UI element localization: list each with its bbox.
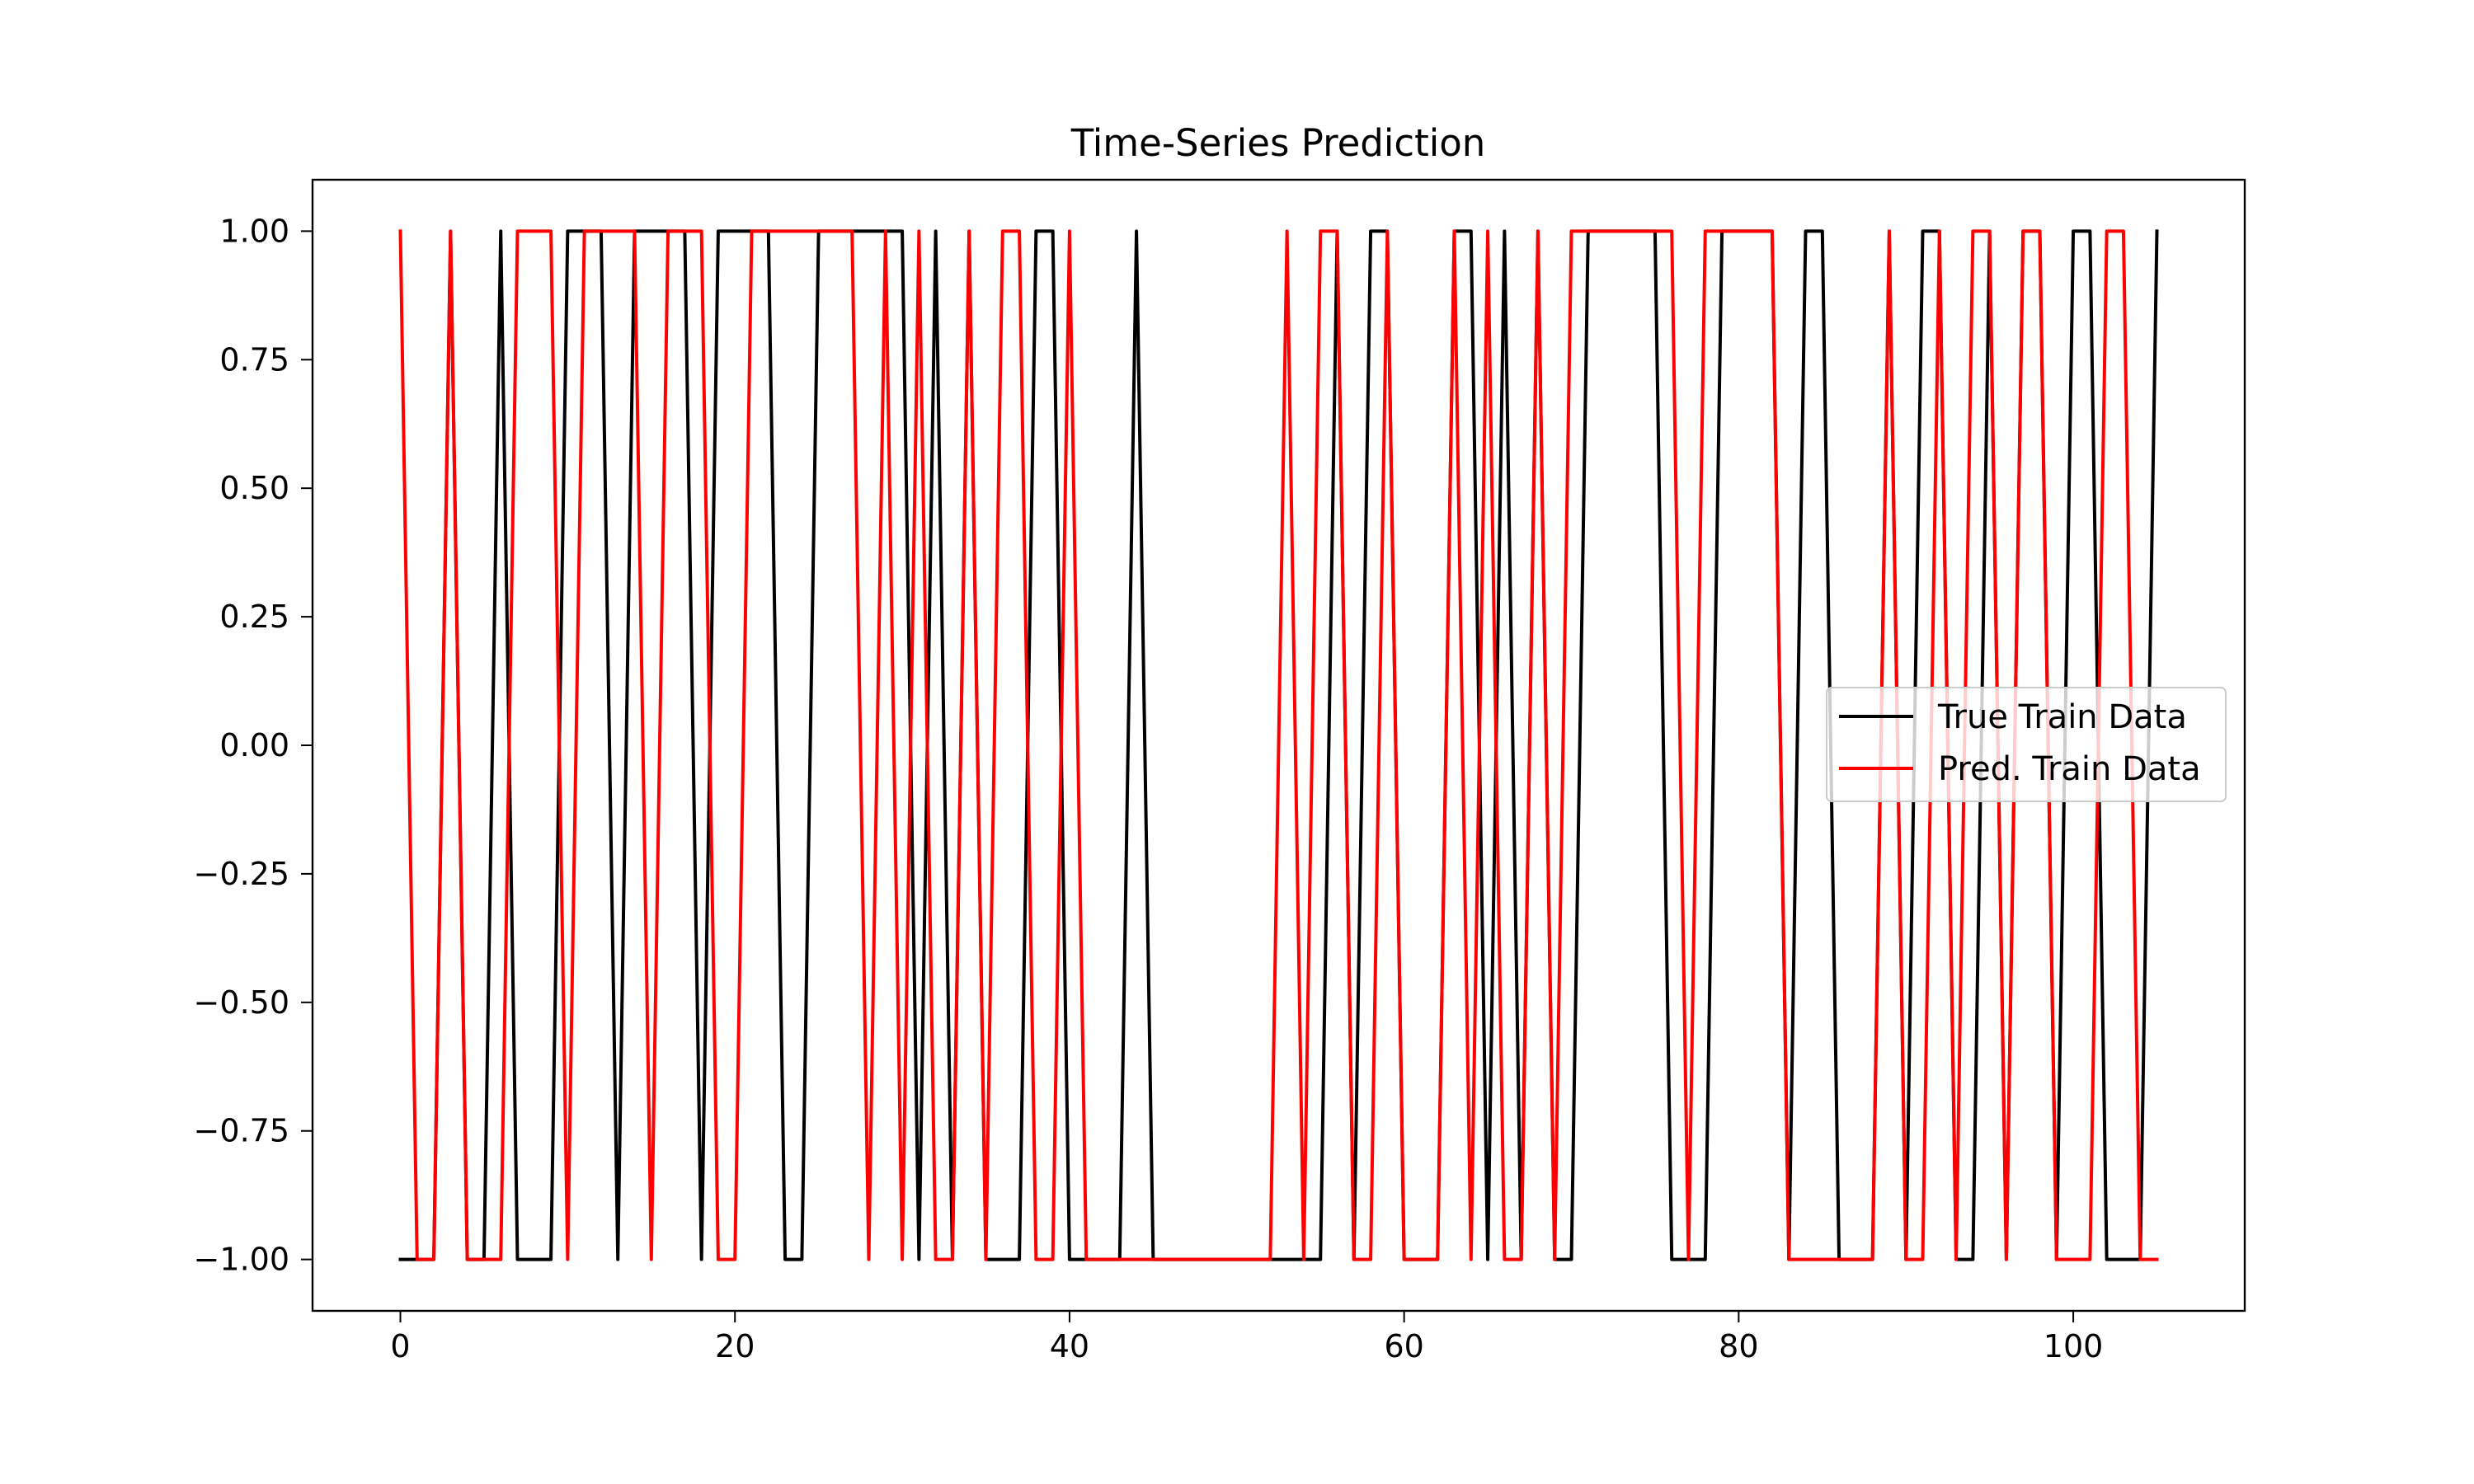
y-tick-label: 0.50 (219, 470, 289, 506)
series-line-pred-train-data (398, 229, 2159, 1261)
y-tick-label: −1.00 (194, 1242, 289, 1278)
y-axis: 1.00 0.75 0.50 0.25 0.00 −0.25 −0.50 −0.75 −1.00 (194, 213, 313, 1278)
series-lines (398, 229, 2159, 1261)
y-tick-label: −0.50 (194, 984, 289, 1021)
plot-area: 0 20 40 60 80 100 1.00 0.75 0.50 0.25 0.00 −0.25 −0… (194, 178, 2246, 1364)
y-tick-label: 0.75 (219, 341, 289, 378)
x-tick-label: 100 (2044, 1328, 2104, 1364)
y-tick-label: 1.00 (219, 213, 289, 249)
x-tick-label: 80 (1719, 1328, 1758, 1364)
legend-label-pred-train-data: Pred. Train Data (1938, 750, 2201, 788)
legend: True Train Data Pred. Train Data (1826, 687, 2227, 802)
y-tick-label: −0.25 (194, 856, 289, 892)
legend-label-true-train-data: True Train Data (1937, 698, 2187, 736)
y-tick-label: 0.25 (219, 599, 289, 635)
x-axis: 0 20 40 60 80 100 (390, 1311, 2103, 1364)
y-tick-label: −0.75 (194, 1113, 289, 1149)
x-tick-label: 20 (715, 1328, 755, 1364)
x-tick-label: 40 (1050, 1328, 1089, 1364)
chart-title: Time-Series Prediction (1070, 121, 1486, 165)
legend-box (1826, 687, 2227, 802)
y-tick-label: 0.00 (219, 727, 289, 763)
x-tick-label: 0 (390, 1328, 410, 1364)
x-tick-label: 60 (1384, 1328, 1423, 1364)
